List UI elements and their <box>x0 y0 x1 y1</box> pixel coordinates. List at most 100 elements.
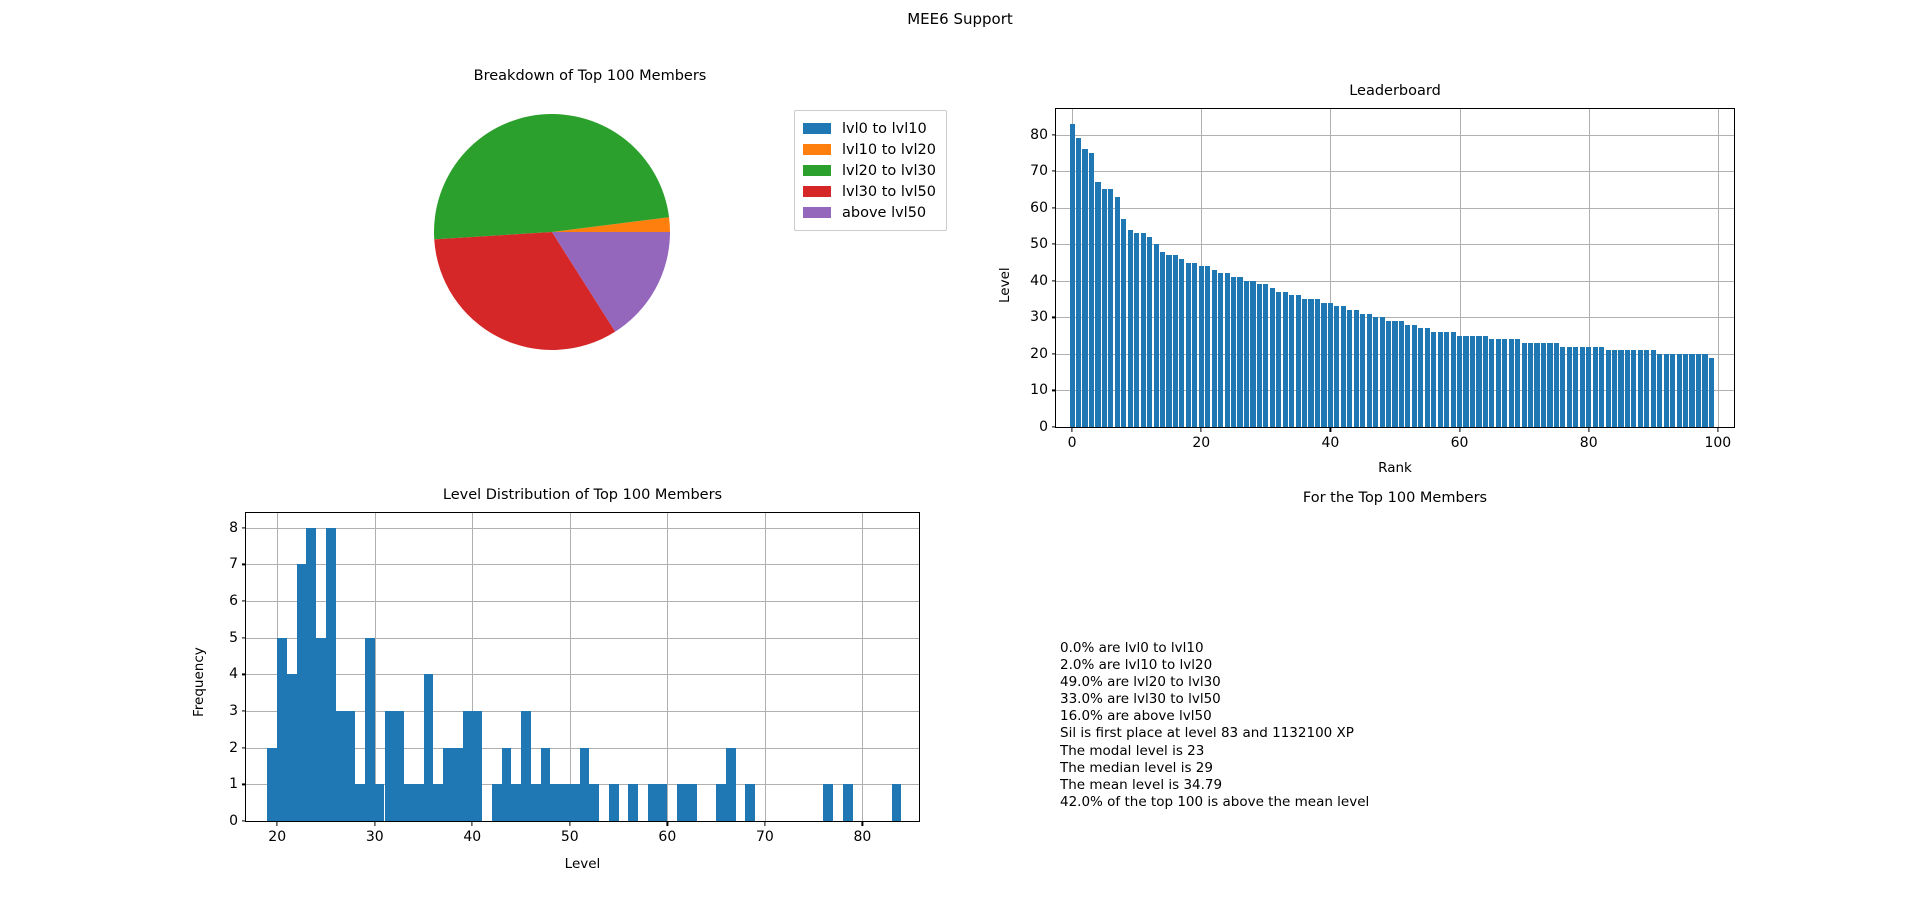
leaderboard-bar[interactable] <box>1314 299 1321 427</box>
leaderboard-bar[interactable] <box>1121 218 1127 427</box>
histogram-bar[interactable] <box>628 784 639 821</box>
leaderboard-bar[interactable] <box>1689 353 1695 427</box>
histogram-bar[interactable] <box>286 674 297 821</box>
legend-item[interactable]: lvl10 to lvl20 <box>803 139 936 160</box>
legend-item[interactable]: lvl20 to lvl30 <box>803 160 936 181</box>
leaderboard-bar[interactable] <box>1237 277 1243 427</box>
leaderboard-bar[interactable] <box>1534 342 1540 427</box>
leaderboard-bar[interactable] <box>1411 324 1417 427</box>
leaderboard-bar[interactable] <box>1682 353 1689 427</box>
pie-slice[interactable] <box>434 114 670 240</box>
histogram-bar[interactable] <box>716 784 726 821</box>
leaderboard-bar[interactable] <box>1134 233 1140 427</box>
leaderboard-bar[interactable] <box>1327 302 1333 427</box>
leaderboard-bar[interactable] <box>1379 317 1385 427</box>
histogram-bar[interactable] <box>608 784 619 821</box>
leaderboard-bar[interactable] <box>1185 262 1191 427</box>
histogram-bar[interactable] <box>569 784 580 821</box>
legend-item[interactable]: lvl0 to lvl10 <box>803 118 936 139</box>
histogram-bar[interactable] <box>364 637 375 821</box>
leaderboard-bar[interactable] <box>1159 251 1166 427</box>
leaderboard-bar[interactable] <box>1508 339 1514 427</box>
pie-slice[interactable] <box>552 217 670 232</box>
histogram-bar[interactable] <box>404 784 414 821</box>
histogram-bar[interactable] <box>540 747 551 821</box>
leaderboard-bar[interactable] <box>1082 149 1088 427</box>
histogram-bar[interactable] <box>745 784 756 821</box>
leaderboard-bar[interactable] <box>1218 273 1224 427</box>
leaderboard-bar[interactable] <box>1114 196 1120 427</box>
leaderboard-bar[interactable] <box>1663 353 1669 427</box>
leaderboard-bar[interactable] <box>1140 233 1146 427</box>
leaderboard-bar[interactable] <box>1437 331 1443 427</box>
leaderboard-bar[interactable] <box>1205 266 1211 427</box>
leaderboard-bar[interactable] <box>1553 342 1559 427</box>
leaderboard-bar[interactable] <box>1276 291 1282 427</box>
leaderboard-bar[interactable] <box>1644 350 1650 427</box>
histogram-bar[interactable] <box>355 784 365 821</box>
leaderboard-bar[interactable] <box>1657 353 1663 427</box>
leaderboard-bar[interactable] <box>1695 353 1702 427</box>
leaderboard-bar[interactable] <box>1385 321 1392 427</box>
leaderboard-bar[interactable] <box>1192 262 1198 427</box>
leaderboard-bar[interactable] <box>1431 331 1437 427</box>
leaderboard-bar[interactable] <box>1353 310 1359 427</box>
histogram-bar[interactable] <box>433 784 444 821</box>
leaderboard-bar[interactable] <box>1340 306 1346 427</box>
leaderboard-bar[interactable] <box>1670 353 1676 427</box>
histogram-bar[interactable] <box>686 784 697 821</box>
leaderboard-bar[interactable] <box>1366 313 1372 427</box>
histogram-bar[interactable] <box>647 784 658 821</box>
leaderboard-bar[interactable] <box>1147 236 1153 427</box>
histogram-bar[interactable] <box>335 711 346 821</box>
histogram-bar[interactable] <box>413 784 424 821</box>
histogram-bar[interactable] <box>842 784 853 821</box>
leaderboard-bar[interactable] <box>1618 350 1624 427</box>
leaderboard-bar[interactable] <box>1424 328 1430 427</box>
legend-item[interactable]: above lvl50 <box>803 202 936 223</box>
leaderboard-bar[interactable] <box>1476 335 1482 427</box>
histogram-bar[interactable] <box>823 784 834 821</box>
leaderboard-bar[interactable] <box>1708 357 1714 427</box>
leaderboard-bar[interactable] <box>1528 342 1534 427</box>
leaderboard-bar[interactable] <box>1172 255 1179 427</box>
leaderboard-bar[interactable] <box>1230 277 1237 427</box>
pie-slice[interactable] <box>552 232 670 332</box>
histogram-bar[interactable] <box>374 784 385 821</box>
histogram-bar[interactable] <box>443 747 453 821</box>
leaderboard-bar[interactable] <box>1076 138 1082 427</box>
leaderboard-bar[interactable] <box>1573 346 1579 427</box>
leaderboard-bar[interactable] <box>1269 288 1275 427</box>
leaderboard-bar[interactable] <box>1392 321 1398 427</box>
histogram-bar[interactable] <box>267 747 278 821</box>
histogram-bar[interactable] <box>345 711 356 821</box>
leaderboard-bar[interactable] <box>1224 273 1230 427</box>
leaderboard-bar[interactable] <box>1153 244 1159 427</box>
leaderboard-bar[interactable] <box>1398 321 1405 427</box>
leaderboard-bar[interactable] <box>1295 295 1301 427</box>
leaderboard-bar[interactable] <box>1579 346 1585 427</box>
leaderboard-bar[interactable] <box>1179 258 1185 427</box>
histogram-bar[interactable] <box>423 674 434 821</box>
leaderboard-bar[interactable] <box>1676 353 1682 427</box>
leaderboard-bar[interactable] <box>1702 353 1708 427</box>
leaderboard-bar[interactable] <box>1250 280 1256 427</box>
leaderboard-bar[interactable] <box>1302 299 1308 427</box>
leaderboard-bar[interactable] <box>1456 335 1463 427</box>
leaderboard-bar[interactable] <box>1418 328 1424 427</box>
leaderboard-bar[interactable] <box>1463 335 1469 427</box>
histogram-bar[interactable] <box>589 784 600 821</box>
histogram-bar[interactable] <box>677 784 687 821</box>
legend-item[interactable]: lvl30 to lvl50 <box>803 181 936 202</box>
leaderboard-bar[interactable] <box>1592 346 1598 427</box>
leaderboard-bar[interactable] <box>1360 313 1366 427</box>
leaderboard-bar[interactable] <box>1540 342 1547 427</box>
histogram-bar[interactable] <box>579 747 590 821</box>
histogram-bar[interactable] <box>452 747 463 821</box>
leaderboard-bar[interactable] <box>1088 152 1095 427</box>
histogram-bar[interactable] <box>325 527 336 821</box>
histogram-bar[interactable] <box>491 784 502 821</box>
histogram-bar[interactable] <box>462 711 473 821</box>
leaderboard-bar[interactable] <box>1282 291 1288 427</box>
leaderboard-bar[interactable] <box>1495 339 1501 427</box>
